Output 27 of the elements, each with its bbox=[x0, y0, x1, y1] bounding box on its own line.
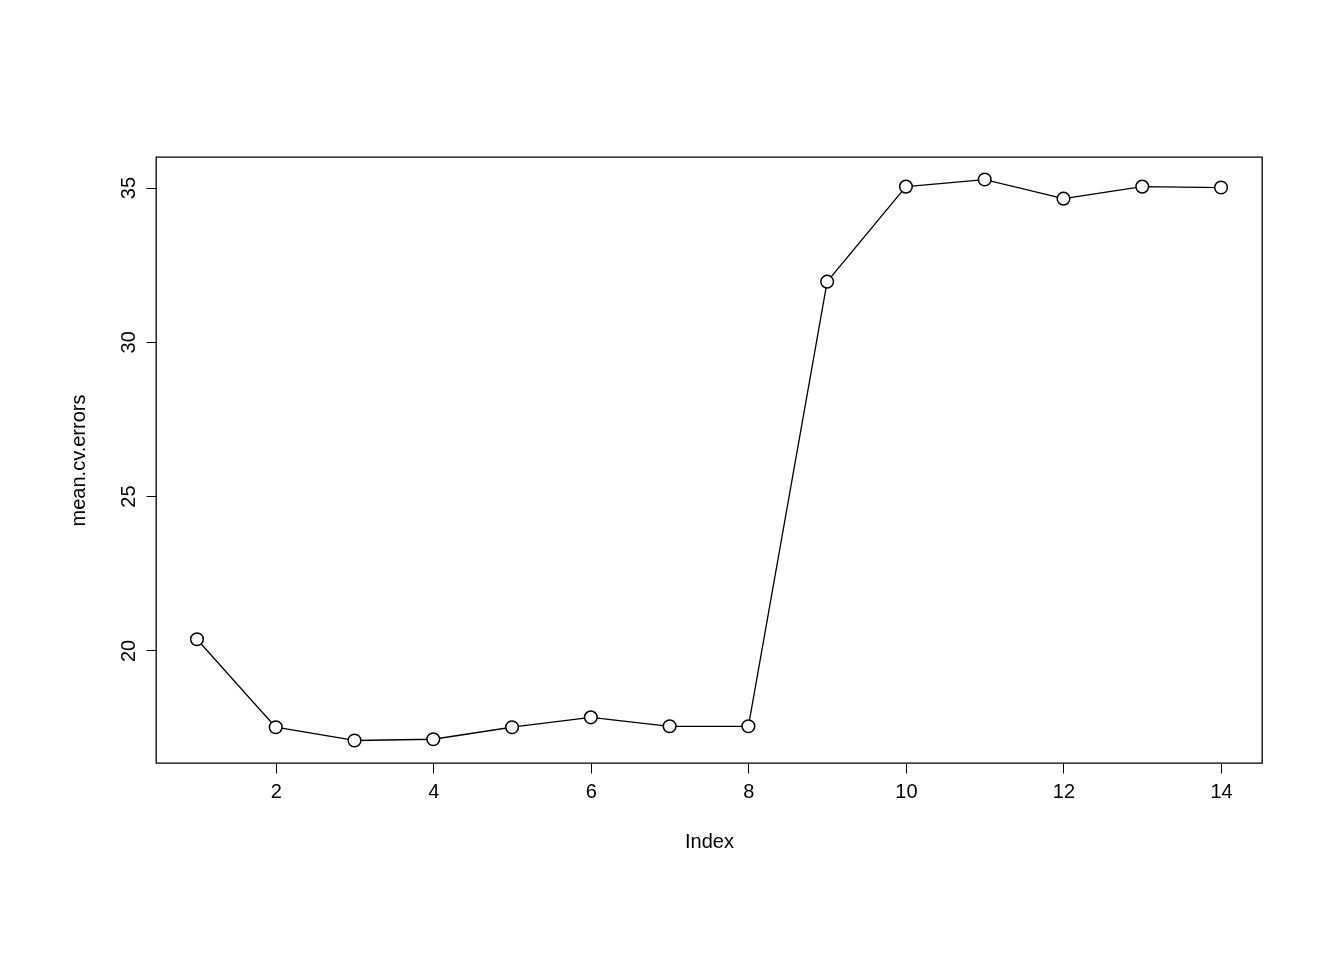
y-tick-label: 35 bbox=[116, 176, 139, 200]
x-tick-label: 6 bbox=[585, 779, 597, 802]
y-tick-label: 20 bbox=[116, 639, 139, 662]
y-tick-label: 30 bbox=[116, 331, 139, 354]
y-axis-title: mean.cv.errors bbox=[66, 394, 89, 527]
x-tick-label: 2 bbox=[270, 779, 282, 802]
point bbox=[1135, 179, 1150, 194]
x-tick-label: 10 bbox=[895, 779, 918, 802]
point bbox=[268, 720, 283, 735]
x-axis-title: Index bbox=[685, 829, 734, 852]
point bbox=[820, 274, 835, 289]
point bbox=[977, 172, 992, 187]
point bbox=[741, 719, 756, 734]
point bbox=[189, 632, 205, 647]
point bbox=[504, 720, 520, 735]
x-tick-label: 12 bbox=[1052, 779, 1076, 802]
y-tick-label: 25 bbox=[116, 485, 139, 508]
x-tick-label: 8 bbox=[743, 779, 755, 802]
point bbox=[583, 710, 598, 725]
x-tick-label: 14 bbox=[1210, 779, 1233, 802]
point bbox=[426, 732, 441, 747]
x-tick-label: 4 bbox=[428, 779, 440, 802]
point bbox=[662, 719, 677, 734]
point bbox=[1056, 191, 1071, 206]
point bbox=[898, 179, 914, 194]
point bbox=[1213, 180, 1229, 195]
point bbox=[347, 733, 362, 748]
